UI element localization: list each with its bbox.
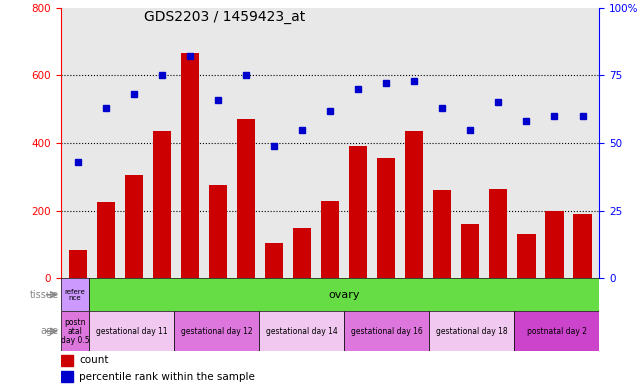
Bar <box>405 131 423 278</box>
Bar <box>433 190 451 278</box>
Bar <box>61 278 89 311</box>
Bar <box>89 311 174 351</box>
Text: GDS2203 / 1459423_at: GDS2203 / 1459423_at <box>144 10 305 23</box>
Bar <box>429 311 514 351</box>
Bar <box>61 371 73 382</box>
Bar <box>97 202 115 278</box>
Text: gestational day 11: gestational day 11 <box>96 327 167 336</box>
Bar <box>489 189 508 278</box>
Text: postn
atal
day 0.5: postn atal day 0.5 <box>61 318 89 345</box>
Bar <box>61 355 73 366</box>
Text: gestational day 16: gestational day 16 <box>351 327 422 336</box>
Bar <box>265 243 283 278</box>
Bar <box>181 53 199 278</box>
Bar <box>259 311 344 351</box>
Bar <box>344 311 429 351</box>
Text: age: age <box>41 326 59 336</box>
Text: gestational day 12: gestational day 12 <box>181 327 253 336</box>
Bar <box>321 200 339 278</box>
Bar <box>125 175 143 278</box>
Bar <box>462 224 479 278</box>
Text: refere
nce: refere nce <box>65 289 85 301</box>
Bar <box>61 311 89 351</box>
Bar <box>237 119 255 278</box>
Bar <box>174 311 259 351</box>
Text: tissue: tissue <box>30 290 59 300</box>
Text: percentile rank within the sample: percentile rank within the sample <box>79 372 255 382</box>
Bar <box>574 214 592 278</box>
Bar <box>349 146 367 278</box>
Text: count: count <box>79 356 109 366</box>
Bar <box>69 250 87 278</box>
Bar <box>517 234 535 278</box>
Text: gestational day 14: gestational day 14 <box>266 327 338 336</box>
Bar <box>153 131 171 278</box>
Bar <box>377 158 395 278</box>
Bar <box>545 211 563 278</box>
Text: ovary: ovary <box>329 290 360 300</box>
Text: postnatal day 2: postnatal day 2 <box>527 327 587 336</box>
Text: gestational day 18: gestational day 18 <box>436 327 508 336</box>
Bar <box>293 228 311 278</box>
Bar <box>209 185 227 278</box>
Bar <box>514 311 599 351</box>
